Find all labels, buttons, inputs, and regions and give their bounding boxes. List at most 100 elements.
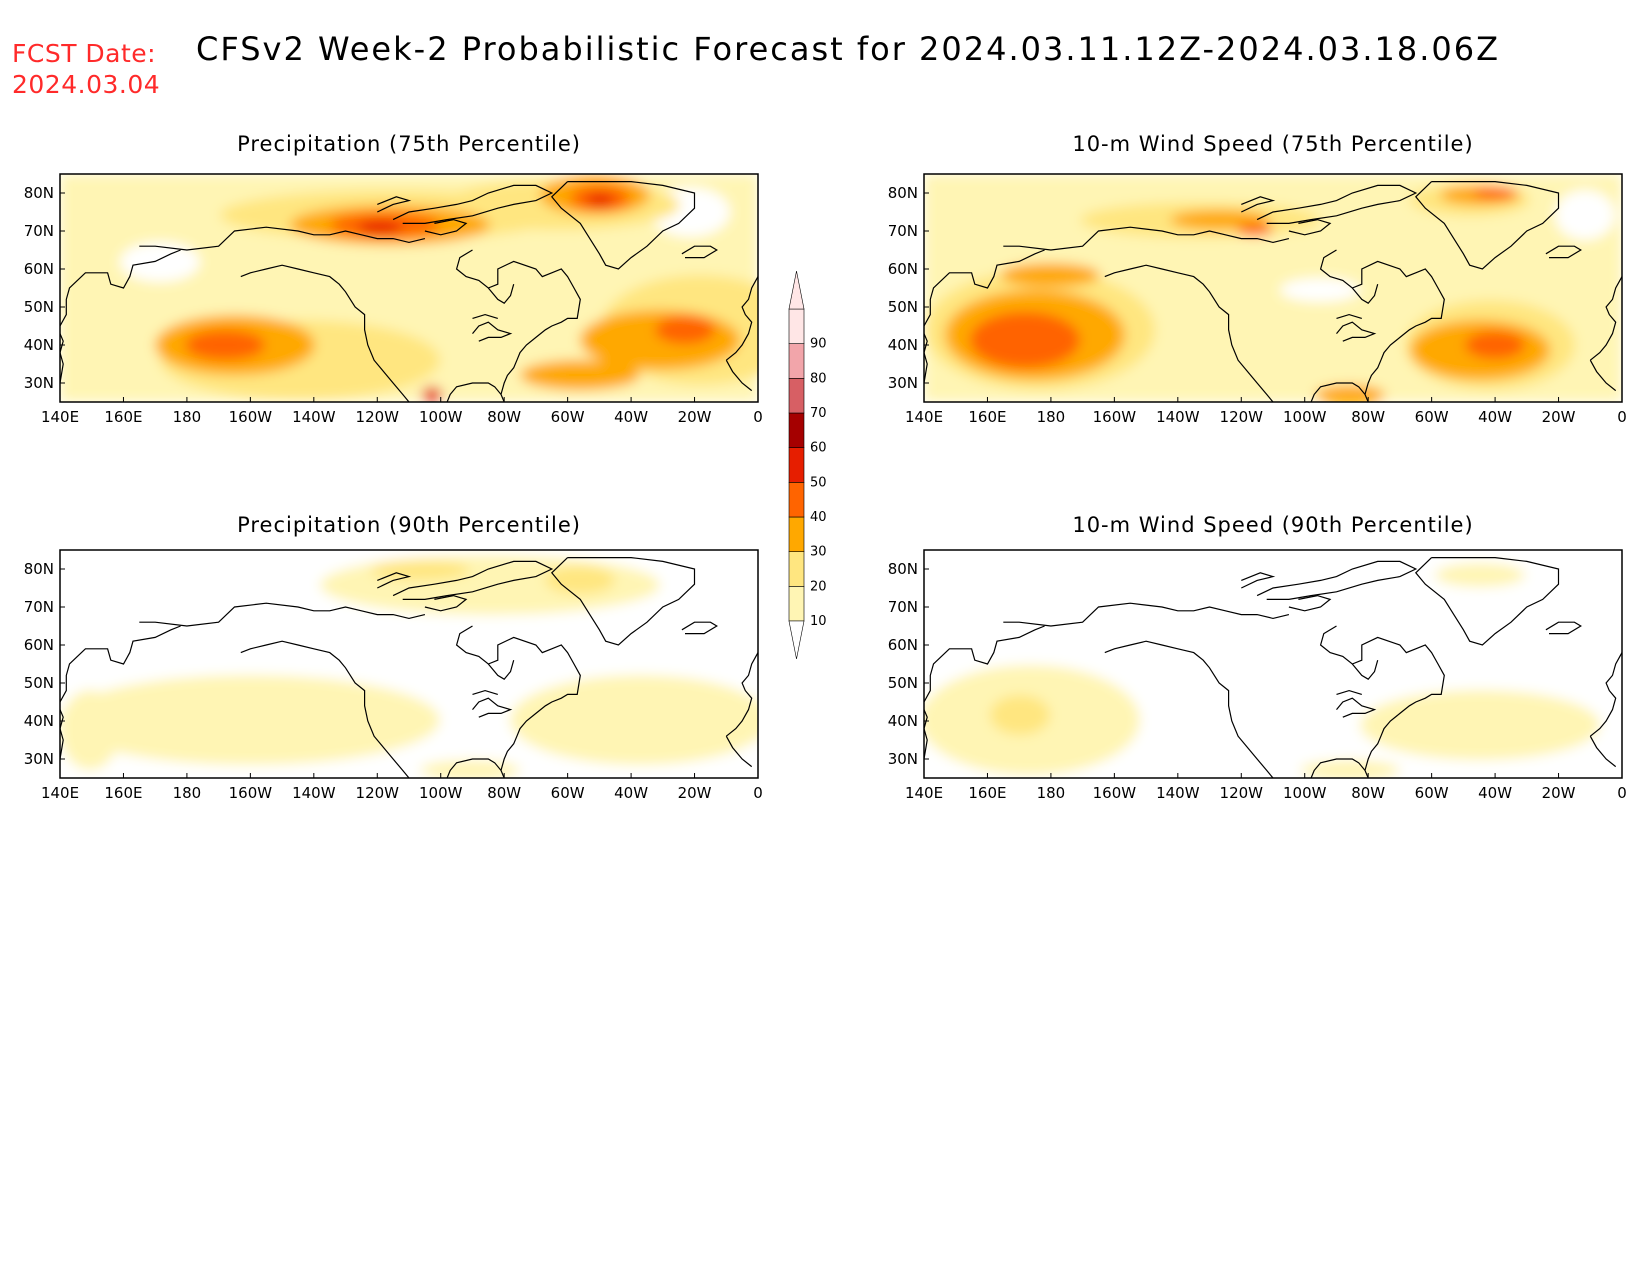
coastline-group [924,181,1622,402]
lon-tick-label: 160W [229,408,273,426]
coastline [924,333,928,384]
coastline [681,621,718,635]
lon-tick-label: 160W [1093,784,1137,802]
colorbar-segment [788,412,805,448]
lon-tick-label: 160E [104,408,142,426]
coastline [1336,313,1362,319]
lon-tick-label: 40W [614,784,648,802]
lon-tick-label: 60W [1415,408,1449,426]
lat-tick-label: 80N [888,184,918,202]
coastline [1241,196,1276,213]
lat-tick-label: 50N [24,674,54,692]
lon-tick-label: 180 [1037,784,1066,802]
lat-tick-label: 40N [24,336,54,354]
coastline [725,735,753,768]
page-title: CFSv2 Week-2 Probabilistic Forecast for … [196,30,1501,68]
lon-tick-label: 100W [1283,408,1327,426]
coastline [1319,625,1445,771]
lon-tick-label: 120W [1220,784,1264,802]
coastline [924,709,928,760]
coastline [472,321,513,342]
lat-tick-label: 50N [888,298,918,316]
coastline [1336,321,1377,342]
lon-tick-label: 40W [614,408,648,426]
lat-tick-label: 30N [888,374,918,392]
lon-tick-label: 20W [678,784,712,802]
fcst-date-label: FCST Date: 2024.03.04 [12,38,160,100]
coastline [392,184,554,224]
coastline [1288,218,1332,236]
lon-tick-label: 120W [1220,408,1264,426]
wind75-field [924,174,1622,402]
colorbar-segment [788,516,805,552]
coastlines [60,181,1622,778]
coastline [1288,594,1332,612]
coastline [725,276,758,361]
lat-tick-label: 60N [888,260,918,278]
lat-tick-label: 70N [888,222,918,240]
coastline [1003,226,1290,251]
colorbar-label: 80 [810,371,827,386]
coastline [455,249,581,395]
lon-tick-label: 180 [173,784,202,802]
lat-tick-label: 50N [24,298,54,316]
coastline [1104,264,1274,402]
coastline-group [60,181,758,402]
lon-tick-label: 0 [753,408,763,426]
lon-tick-label: 60W [551,784,585,802]
lat-tick-label: 60N [24,260,54,278]
coastline [424,594,468,612]
coastline [392,560,554,601]
coastline [1545,621,1582,635]
lon-tick-label: 0 [753,784,763,802]
coastline [725,359,753,392]
lon-tick-label: 140E [905,784,943,802]
colorbar-label: 30 [810,545,827,560]
coastline-group [60,556,758,778]
coastline [240,640,410,778]
coastline [472,697,513,718]
coastline [550,556,696,646]
fcst-date-caption: FCST Date: [12,39,157,68]
lat-tick-label: 70N [24,598,54,616]
coastline [60,249,181,327]
lon-tick-label: 80W [487,784,521,802]
coastline-group [924,556,1622,778]
lon-tick-label: 160E [968,784,1006,802]
lat-tick-label: 70N [24,222,54,240]
lat-tick-label: 80N [24,184,54,202]
coastline [1310,758,1369,778]
colorbar-segment [788,482,805,518]
lon-tick-label: 0 [1617,784,1627,802]
axis-labels: 140E 160E 180 160W 140W 120W 100W 80W 60W 40W 20W 0… [24,184,1627,802]
coastline [1351,284,1379,304]
lon-tick-label: 120W [356,408,400,426]
coastline [424,218,468,236]
lat-tick-label: 40N [24,712,54,730]
frame-wind90 [923,549,1623,779]
lon-tick-label: 100W [1283,784,1327,802]
lon-tick-label: 160W [229,784,273,802]
coastline [487,660,515,680]
coastline [1256,560,1418,601]
lat-tick-label: 30N [888,750,918,768]
panel-title-precip75: Precipitation (75th Percentile) [237,132,581,156]
colorbar-label: 70 [810,406,827,421]
lon-tick-label: 60W [1415,784,1449,802]
lat-tick-label: 80N [888,560,918,578]
panel-title-precip90: Precipitation (90th Percentile) [237,513,581,537]
coastline [60,333,64,384]
lon-tick-label: 180 [1037,408,1066,426]
coastline [1241,572,1276,589]
coastline [1589,652,1622,737]
lon-tick-label: 80W [1351,784,1385,802]
colorbar-label: 50 [810,475,827,490]
lat-tick-label: 70N [888,598,918,616]
coastline [1414,181,1560,270]
lon-tick-label: 20W [678,408,712,426]
coastline [1589,735,1617,768]
coastline [446,758,505,778]
lon-tick-label: 160E [968,408,1006,426]
coastline [487,284,515,304]
